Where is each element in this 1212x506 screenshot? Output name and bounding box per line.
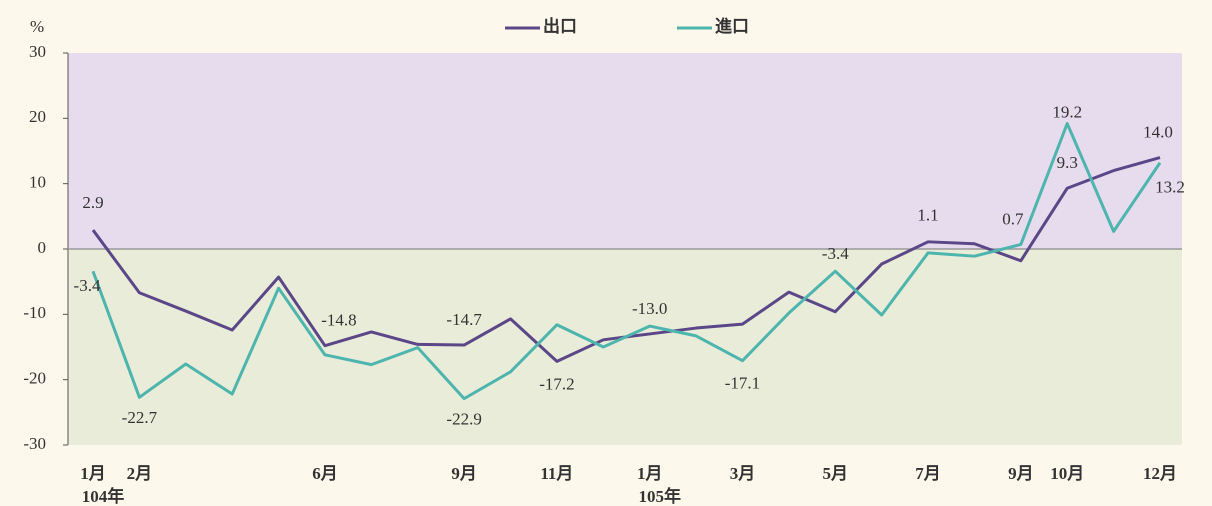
value-label: 14.0 xyxy=(1143,122,1173,141)
x-tick-label: 9月 xyxy=(451,464,477,483)
positive-zone xyxy=(68,53,1182,249)
value-label: -13.0 xyxy=(632,299,667,318)
x-tick-label: 5月 xyxy=(823,464,849,483)
x-tick-label: 7月 xyxy=(915,464,941,483)
legend-label: 進口 xyxy=(715,17,749,36)
value-label: -14.7 xyxy=(446,310,482,329)
x-tick-label: 6月 xyxy=(312,464,338,483)
value-label: 0.7 xyxy=(1002,209,1024,228)
x-tick-label: 3月 xyxy=(730,464,756,483)
legend-label: 出口 xyxy=(543,16,577,36)
value-label: 2.9 xyxy=(82,193,103,212)
value-label: -3.4 xyxy=(74,276,101,295)
value-label: -22.7 xyxy=(122,408,158,427)
x-tick-label: 1月 xyxy=(80,464,106,483)
y-tick-label: 0 xyxy=(38,238,47,257)
value-label: -14.8 xyxy=(321,311,356,330)
x-tick-label: 1月 xyxy=(637,464,663,483)
value-label: 19.2 xyxy=(1052,102,1082,121)
y-tick-label: -20 xyxy=(23,369,46,388)
y-tick-label: -30 xyxy=(23,434,46,453)
value-label: -17.2 xyxy=(539,374,574,393)
value-label: -3.4 xyxy=(822,244,849,263)
series-line xyxy=(91,122,1162,401)
y-tick-label: 30 xyxy=(29,42,46,61)
x-sublabel: 104年 xyxy=(82,486,125,506)
negative-zone xyxy=(68,249,1182,445)
y-tick-label: 10 xyxy=(29,173,46,192)
x-sublabel: 105年 xyxy=(638,486,681,506)
value-label: 13.2 xyxy=(1155,178,1185,197)
value-label: -22.9 xyxy=(446,410,481,429)
value-label: 9.3 xyxy=(1057,153,1078,172)
x-tick-label: 11月 xyxy=(540,464,573,483)
value-label: 1.1 xyxy=(917,206,938,225)
x-tick-label: 10月 xyxy=(1050,464,1084,483)
x-tick-label: 2月 xyxy=(127,464,153,483)
x-tick-label: 9月 xyxy=(1008,464,1034,483)
value-label: -17.1 xyxy=(725,374,760,393)
y-tick-label: 20 xyxy=(29,107,46,126)
y-unit: % xyxy=(30,17,44,36)
x-tick-label: 12月 xyxy=(1143,464,1177,483)
y-tick-label: -10 xyxy=(23,303,46,322)
